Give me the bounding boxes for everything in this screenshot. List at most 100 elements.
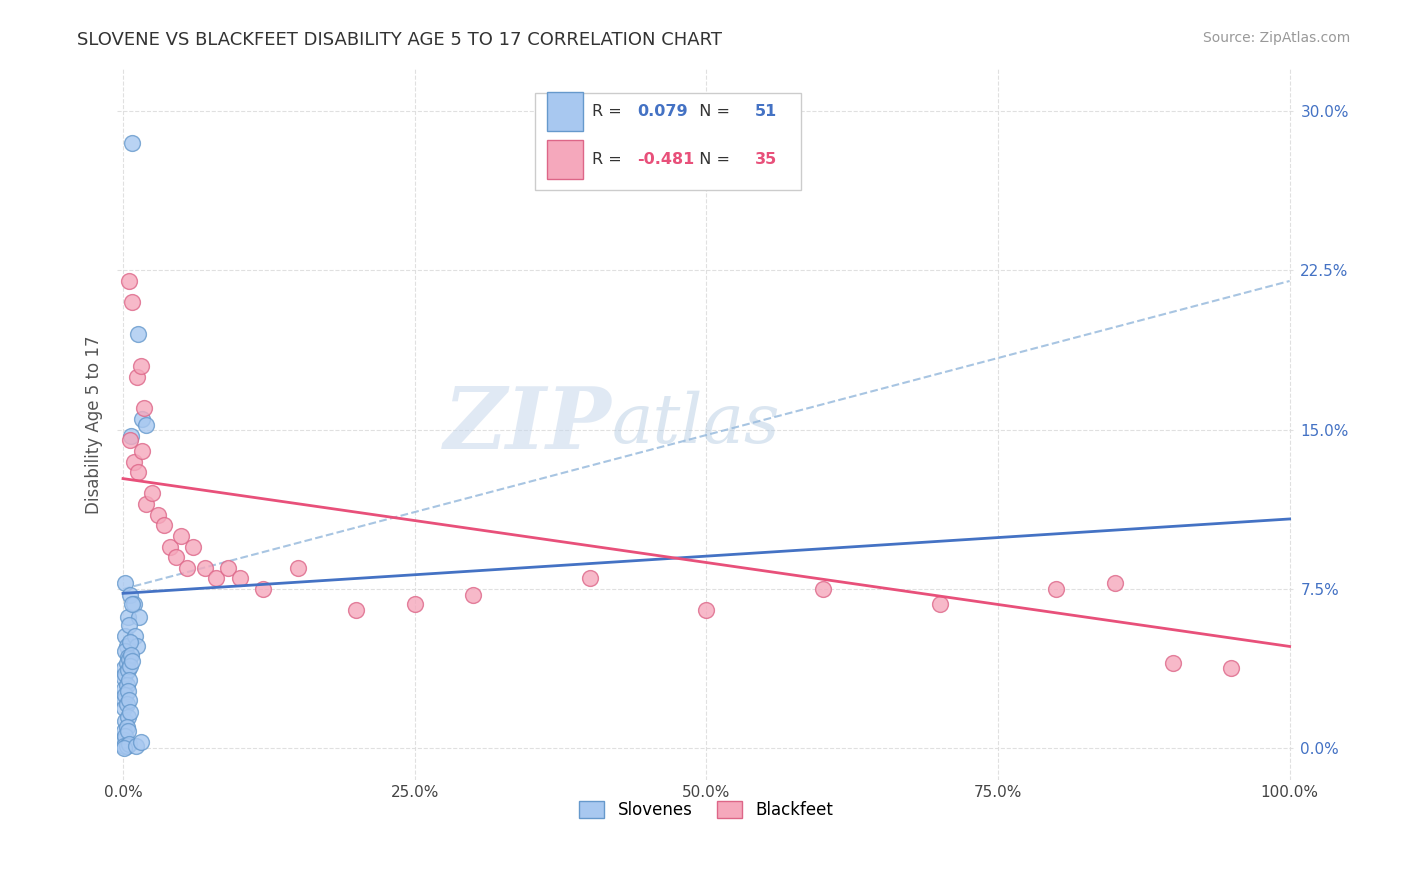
Point <box>135 497 157 511</box>
Point <box>114 643 136 657</box>
Point <box>129 359 152 373</box>
Point <box>114 629 136 643</box>
Point <box>125 739 148 754</box>
Point <box>115 657 138 671</box>
Point <box>117 609 139 624</box>
Point <box>117 650 139 665</box>
Point <box>118 658 141 673</box>
Point <box>205 571 228 585</box>
Point <box>131 444 153 458</box>
Point <box>117 709 139 723</box>
Point <box>112 701 135 715</box>
Point <box>252 582 274 596</box>
Point <box>118 274 141 288</box>
Text: 35: 35 <box>755 152 778 167</box>
Text: SLOVENE VS BLACKFEET DISABILITY AGE 5 TO 17 CORRELATION CHART: SLOVENE VS BLACKFEET DISABILITY AGE 5 TO… <box>77 31 723 49</box>
Point <box>176 561 198 575</box>
Text: N =: N = <box>689 103 735 119</box>
Point <box>122 597 145 611</box>
Point <box>114 688 136 702</box>
Legend: Slovenes, Blackfeet: Slovenes, Blackfeet <box>572 794 841 825</box>
Point <box>114 729 136 743</box>
Point <box>115 739 138 754</box>
Point <box>112 661 135 675</box>
Point <box>153 518 176 533</box>
Point <box>129 735 152 749</box>
Point <box>121 295 143 310</box>
Point <box>159 540 181 554</box>
Text: R =: R = <box>592 103 627 119</box>
Point <box>112 671 135 685</box>
Point <box>131 412 153 426</box>
Point <box>118 692 141 706</box>
Point <box>118 706 141 720</box>
Point <box>117 684 139 698</box>
Point <box>112 739 135 754</box>
Point <box>114 714 136 728</box>
Point <box>117 663 139 677</box>
Point <box>695 603 717 617</box>
Point <box>578 571 600 585</box>
Text: atlas: atlas <box>612 391 780 458</box>
Point <box>114 667 136 681</box>
Y-axis label: Disability Age 5 to 17: Disability Age 5 to 17 <box>86 335 103 514</box>
Point <box>146 508 169 522</box>
Point <box>125 640 148 654</box>
Point <box>118 635 141 649</box>
Text: -0.481: -0.481 <box>637 152 695 167</box>
Point <box>112 724 135 739</box>
Point <box>122 454 145 468</box>
Point <box>112 741 135 756</box>
Point <box>118 673 141 688</box>
FancyBboxPatch shape <box>547 140 582 178</box>
Point <box>114 575 136 590</box>
Point <box>112 681 135 696</box>
Point <box>461 589 484 603</box>
Point <box>118 618 141 632</box>
Point <box>115 640 138 654</box>
Text: 0.079: 0.079 <box>637 103 688 119</box>
Point <box>118 434 141 448</box>
Point <box>117 724 139 739</box>
Point <box>165 550 187 565</box>
Text: 51: 51 <box>755 103 778 119</box>
Point <box>228 571 250 585</box>
Point <box>118 589 141 603</box>
Point <box>287 561 309 575</box>
Text: N =: N = <box>689 152 735 167</box>
Point <box>132 401 155 416</box>
Point <box>811 582 834 596</box>
Point <box>124 629 146 643</box>
Point <box>112 733 135 747</box>
Text: ZIP: ZIP <box>444 383 612 467</box>
Point <box>121 597 143 611</box>
Point <box>115 678 138 692</box>
Point <box>170 529 193 543</box>
Point <box>118 652 141 666</box>
Point <box>121 136 143 150</box>
Point <box>115 697 138 711</box>
Point <box>120 648 142 662</box>
Point <box>928 597 950 611</box>
Point <box>118 737 141 751</box>
Point <box>1161 657 1184 671</box>
Point <box>404 597 426 611</box>
Point <box>194 561 217 575</box>
Point <box>127 327 149 342</box>
Point <box>125 369 148 384</box>
Point <box>217 561 239 575</box>
Point <box>1104 575 1126 590</box>
FancyBboxPatch shape <box>547 92 582 131</box>
Point <box>128 609 150 624</box>
Point <box>1045 582 1067 596</box>
Text: R =: R = <box>592 152 627 167</box>
Point <box>1220 661 1243 675</box>
Point <box>135 418 157 433</box>
Point <box>127 465 149 479</box>
FancyBboxPatch shape <box>536 94 800 189</box>
Point <box>344 603 367 617</box>
Point <box>181 540 204 554</box>
Text: Source: ZipAtlas.com: Source: ZipAtlas.com <box>1202 31 1350 45</box>
Point <box>141 486 163 500</box>
Point <box>120 429 142 443</box>
